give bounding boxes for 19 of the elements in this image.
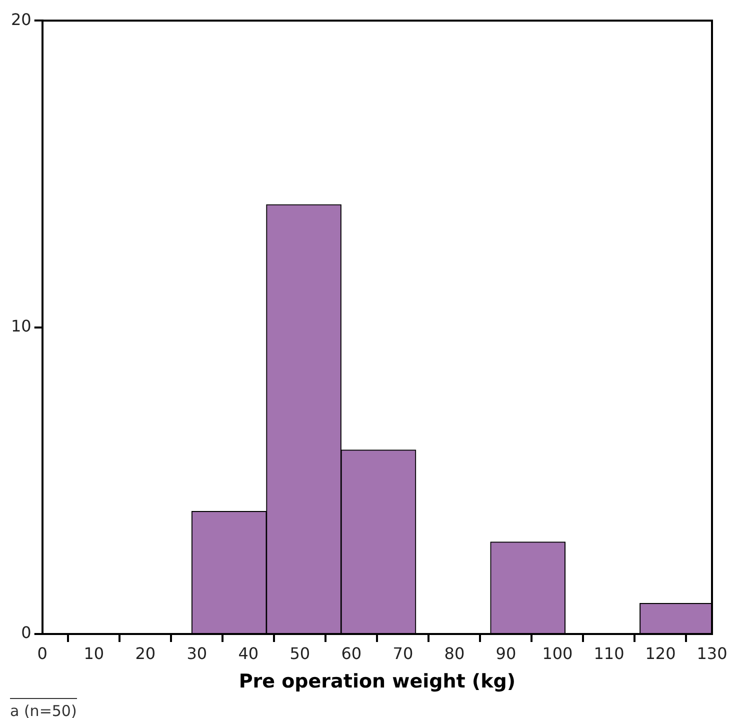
x-tick-label: 120 [645, 644, 676, 663]
x-tick-label: 60 [341, 644, 362, 663]
x-tick-label: 30 [186, 644, 208, 663]
x-tick-label: 110 [594, 644, 624, 663]
x-tick-label: 10 [84, 644, 104, 663]
y-tick-label: 20 [11, 10, 32, 29]
x-tick-label: 0 [37, 644, 48, 663]
y-tick-label: 10 [11, 316, 32, 336]
x-tick-label: 80 [444, 644, 465, 663]
x-tick-label: 40 [238, 644, 259, 663]
x-tick-label: 70 [392, 644, 414, 663]
x-tick-label: 50 [290, 644, 310, 663]
x-tick-label: 20 [135, 644, 156, 663]
x-tick-label: 130 [696, 644, 728, 663]
x-tick-label: 90 [496, 644, 516, 663]
x-axis-title: Pre operation weight (kg) [238, 670, 516, 693]
x-tick-label: 100 [542, 644, 573, 663]
y-tick-label: 0 [21, 623, 32, 642]
text: a (n=50) [10, 698, 77, 718]
